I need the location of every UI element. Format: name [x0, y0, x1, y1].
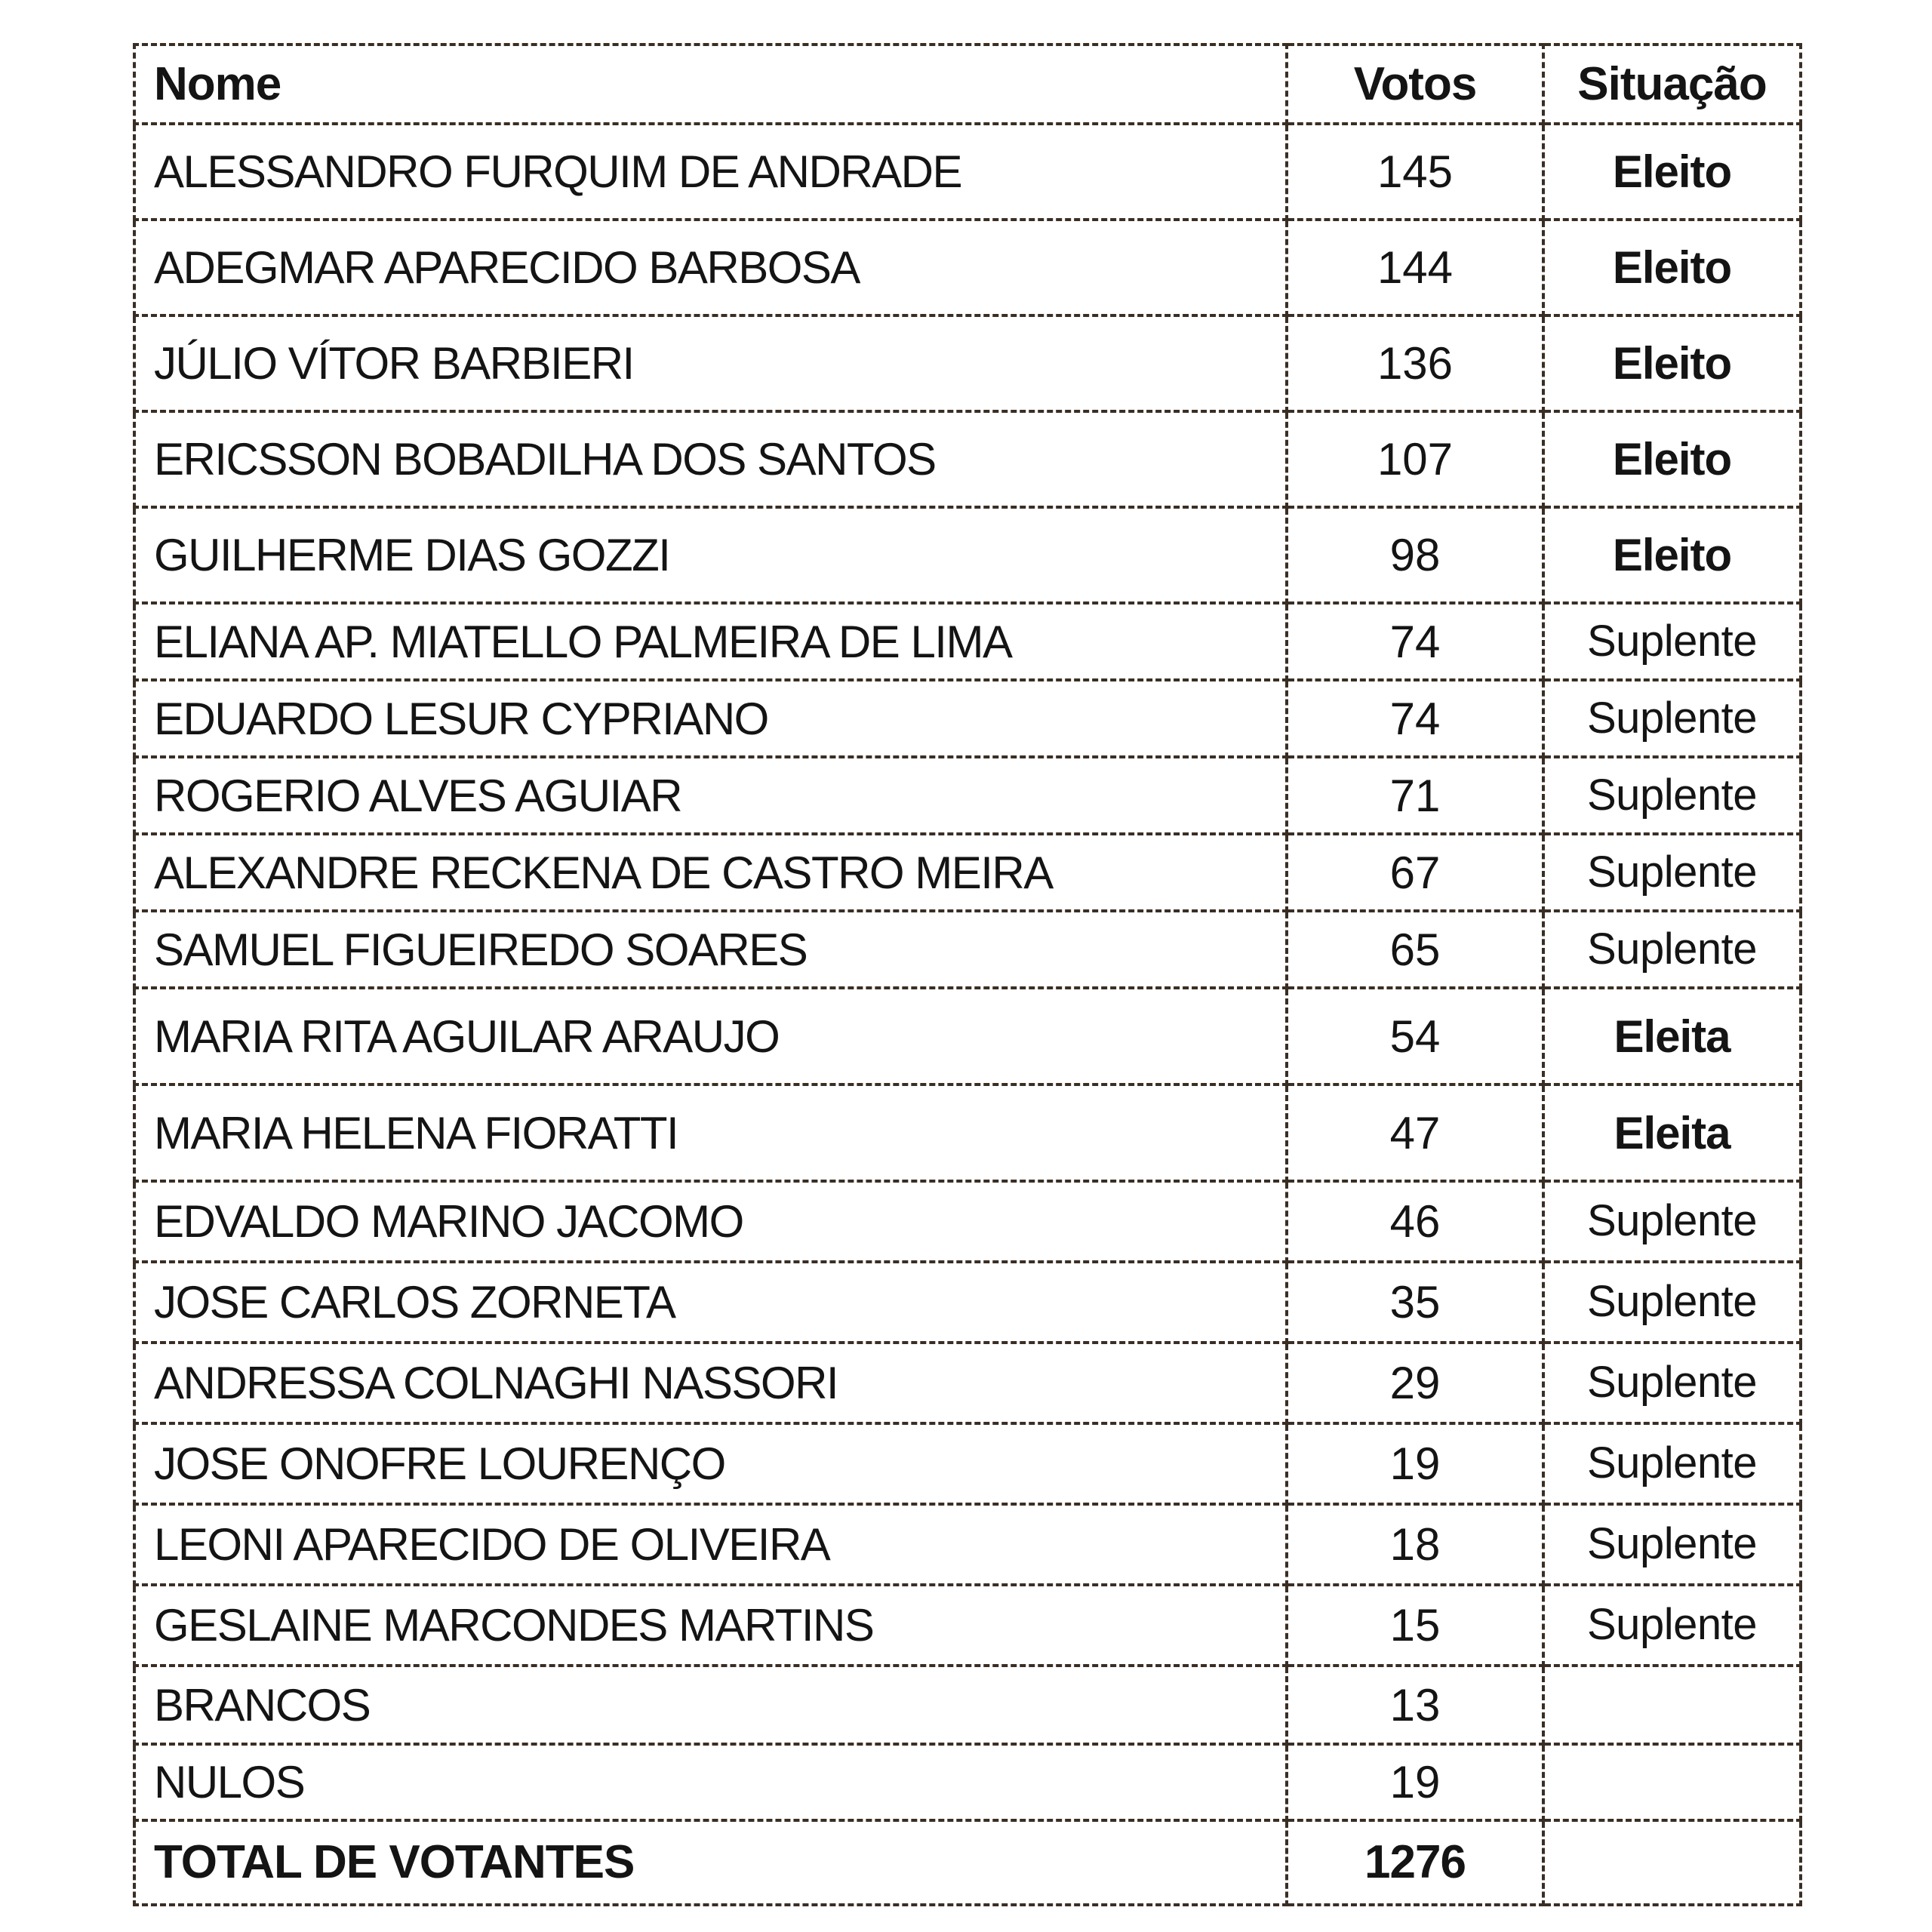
votes-value: 18	[1285, 1503, 1545, 1586]
table-row: ANDRESSA COLNAGHI NASSORI 29 Suplente	[133, 1341, 1802, 1425]
candidate-name: ERICSSON BOBADILHA DOS SANTOS	[133, 410, 1288, 509]
status-value: Suplente	[1542, 909, 1802, 989]
status-value: Suplente	[1542, 832, 1802, 912]
table-row: JOSE ONOFRE LOURENÇO 19 Suplente	[133, 1422, 1802, 1506]
table-row: NULOS 19	[133, 1743, 1802, 1822]
header-nome: Nome	[133, 43, 1288, 125]
table-row: TOTAL DE VOTANTES 1276	[133, 1819, 1802, 1906]
candidate-name: ADEGMAR APARECIDO BARBOSA	[133, 218, 1288, 317]
header-row: Nome Votos Situação	[133, 43, 1802, 125]
table-row: LEONI APARECIDO DE OLIVEIRA 18 Suplente	[133, 1503, 1802, 1586]
status-value	[1542, 1743, 1802, 1822]
votes-value: 1276	[1285, 1819, 1545, 1906]
votes-value: 54	[1285, 986, 1545, 1086]
candidate-name: EDUARDO LESUR CYPRIANO	[133, 678, 1288, 758]
status-value: Suplente	[1542, 1180, 1802, 1263]
candidate-name: JÚLIO VÍTOR BARBIERI	[133, 314, 1288, 413]
status-value	[1542, 1819, 1802, 1906]
table-row: JÚLIO VÍTOR BARBIERI 136 Eleito	[133, 314, 1802, 413]
header-votos: Votos	[1285, 43, 1545, 125]
table-row: ADEGMAR APARECIDO BARBOSA 144 Eleito	[133, 218, 1802, 317]
votes-value: 29	[1285, 1341, 1545, 1425]
votes-value: 67	[1285, 832, 1545, 912]
votes-value: 35	[1285, 1260, 1545, 1344]
status-value: Suplente	[1542, 1341, 1802, 1425]
votes-value: 145	[1285, 122, 1545, 221]
candidate-name: MARIA RITA AGUILAR ARAUJO	[133, 986, 1288, 1086]
status-value: Suplente	[1542, 755, 1802, 835]
table-row: ALEXANDRE RECKENA DE CASTRO MEIRA 67 Sup…	[133, 832, 1802, 912]
table-row: GUILHERME DIAS GOZZI 98 Eleito	[133, 506, 1802, 605]
votes-value: 74	[1285, 601, 1545, 681]
votes-value: 107	[1285, 410, 1545, 509]
candidate-name: ALEXANDRE RECKENA DE CASTRO MEIRA	[133, 832, 1288, 912]
election-results-table: Nome Votos Situação ALESSANDRO FURQUIM D…	[133, 43, 1802, 1906]
table-row: MARIA HELENA FIORATTI 47 Eleita	[133, 1083, 1802, 1183]
candidate-name: LEONI APARECIDO DE OLIVEIRA	[133, 1503, 1288, 1586]
candidate-name: SAMUEL FIGUEIREDO SOARES	[133, 909, 1288, 989]
candidate-name: TOTAL DE VOTANTES	[133, 1819, 1288, 1906]
status-value: Eleito	[1542, 122, 1802, 221]
candidate-name: EDVALDO MARINO JACOMO	[133, 1180, 1288, 1263]
candidate-name: MARIA HELENA FIORATTI	[133, 1083, 1288, 1183]
votes-value: 15	[1285, 1583, 1545, 1667]
status-value: Suplente	[1542, 1583, 1802, 1667]
status-value: Eleita	[1542, 1083, 1802, 1183]
candidate-name: ELIANA AP. MIATELLO PALMEIRA DE LIMA	[133, 601, 1288, 681]
votes-value: 136	[1285, 314, 1545, 413]
table-row: EDUARDO LESUR CYPRIANO 74 Suplente	[133, 678, 1802, 758]
candidate-name: JOSE CARLOS ZORNETA	[133, 1260, 1288, 1344]
votes-value: 13	[1285, 1664, 1545, 1746]
candidate-name: BRANCOS	[133, 1664, 1288, 1746]
candidate-name: GESLAINE MARCONDES MARTINS	[133, 1583, 1288, 1667]
votes-value: 47	[1285, 1083, 1545, 1183]
header-situacao: Situação	[1542, 43, 1802, 125]
status-value: Suplente	[1542, 1422, 1802, 1506]
status-value: Suplente	[1542, 601, 1802, 681]
table-row: MARIA RITA AGUILAR ARAUJO 54 Eleita	[133, 986, 1802, 1086]
table-row: SAMUEL FIGUEIREDO SOARES 65 Suplente	[133, 909, 1802, 989]
votes-value: 46	[1285, 1180, 1545, 1263]
candidate-name: ROGERIO ALVES AGUIAR	[133, 755, 1288, 835]
candidate-name: ALESSANDRO FURQUIM DE ANDRADE	[133, 122, 1288, 221]
table-row: ROGERIO ALVES AGUIAR 71 Suplente	[133, 755, 1802, 835]
status-value: Eleito	[1542, 314, 1802, 413]
status-value	[1542, 1664, 1802, 1746]
table-row: ERICSSON BOBADILHA DOS SANTOS 107 Eleito	[133, 410, 1802, 509]
votes-value: 74	[1285, 678, 1545, 758]
votes-value: 71	[1285, 755, 1545, 835]
table-row: BRANCOS 13	[133, 1664, 1802, 1746]
votes-value: 19	[1285, 1743, 1545, 1822]
table-row: JOSE CARLOS ZORNETA 35 Suplente	[133, 1260, 1802, 1344]
candidate-name: JOSE ONOFRE LOURENÇO	[133, 1422, 1288, 1506]
votes-value: 19	[1285, 1422, 1545, 1506]
table-body: ALESSANDRO FURQUIM DE ANDRADE 145 Eleito…	[133, 122, 1802, 1906]
status-value: Eleita	[1542, 986, 1802, 1086]
candidate-name: ANDRESSA COLNAGHI NASSORI	[133, 1341, 1288, 1425]
candidate-name: GUILHERME DIAS GOZZI	[133, 506, 1288, 605]
table-row: GESLAINE MARCONDES MARTINS 15 Suplente	[133, 1583, 1802, 1667]
votes-value: 98	[1285, 506, 1545, 605]
table-row: ALESSANDRO FURQUIM DE ANDRADE 145 Eleito	[133, 122, 1802, 221]
table-row: ELIANA AP. MIATELLO PALMEIRA DE LIMA 74 …	[133, 601, 1802, 681]
status-value: Eleito	[1542, 218, 1802, 317]
status-value: Suplente	[1542, 1503, 1802, 1586]
status-value: Eleito	[1542, 506, 1802, 605]
candidate-name: NULOS	[133, 1743, 1288, 1822]
table-row: EDVALDO MARINO JACOMO 46 Suplente	[133, 1180, 1802, 1263]
status-value: Eleito	[1542, 410, 1802, 509]
status-value: Suplente	[1542, 1260, 1802, 1344]
votes-value: 144	[1285, 218, 1545, 317]
status-value: Suplente	[1542, 678, 1802, 758]
votes-value: 65	[1285, 909, 1545, 989]
